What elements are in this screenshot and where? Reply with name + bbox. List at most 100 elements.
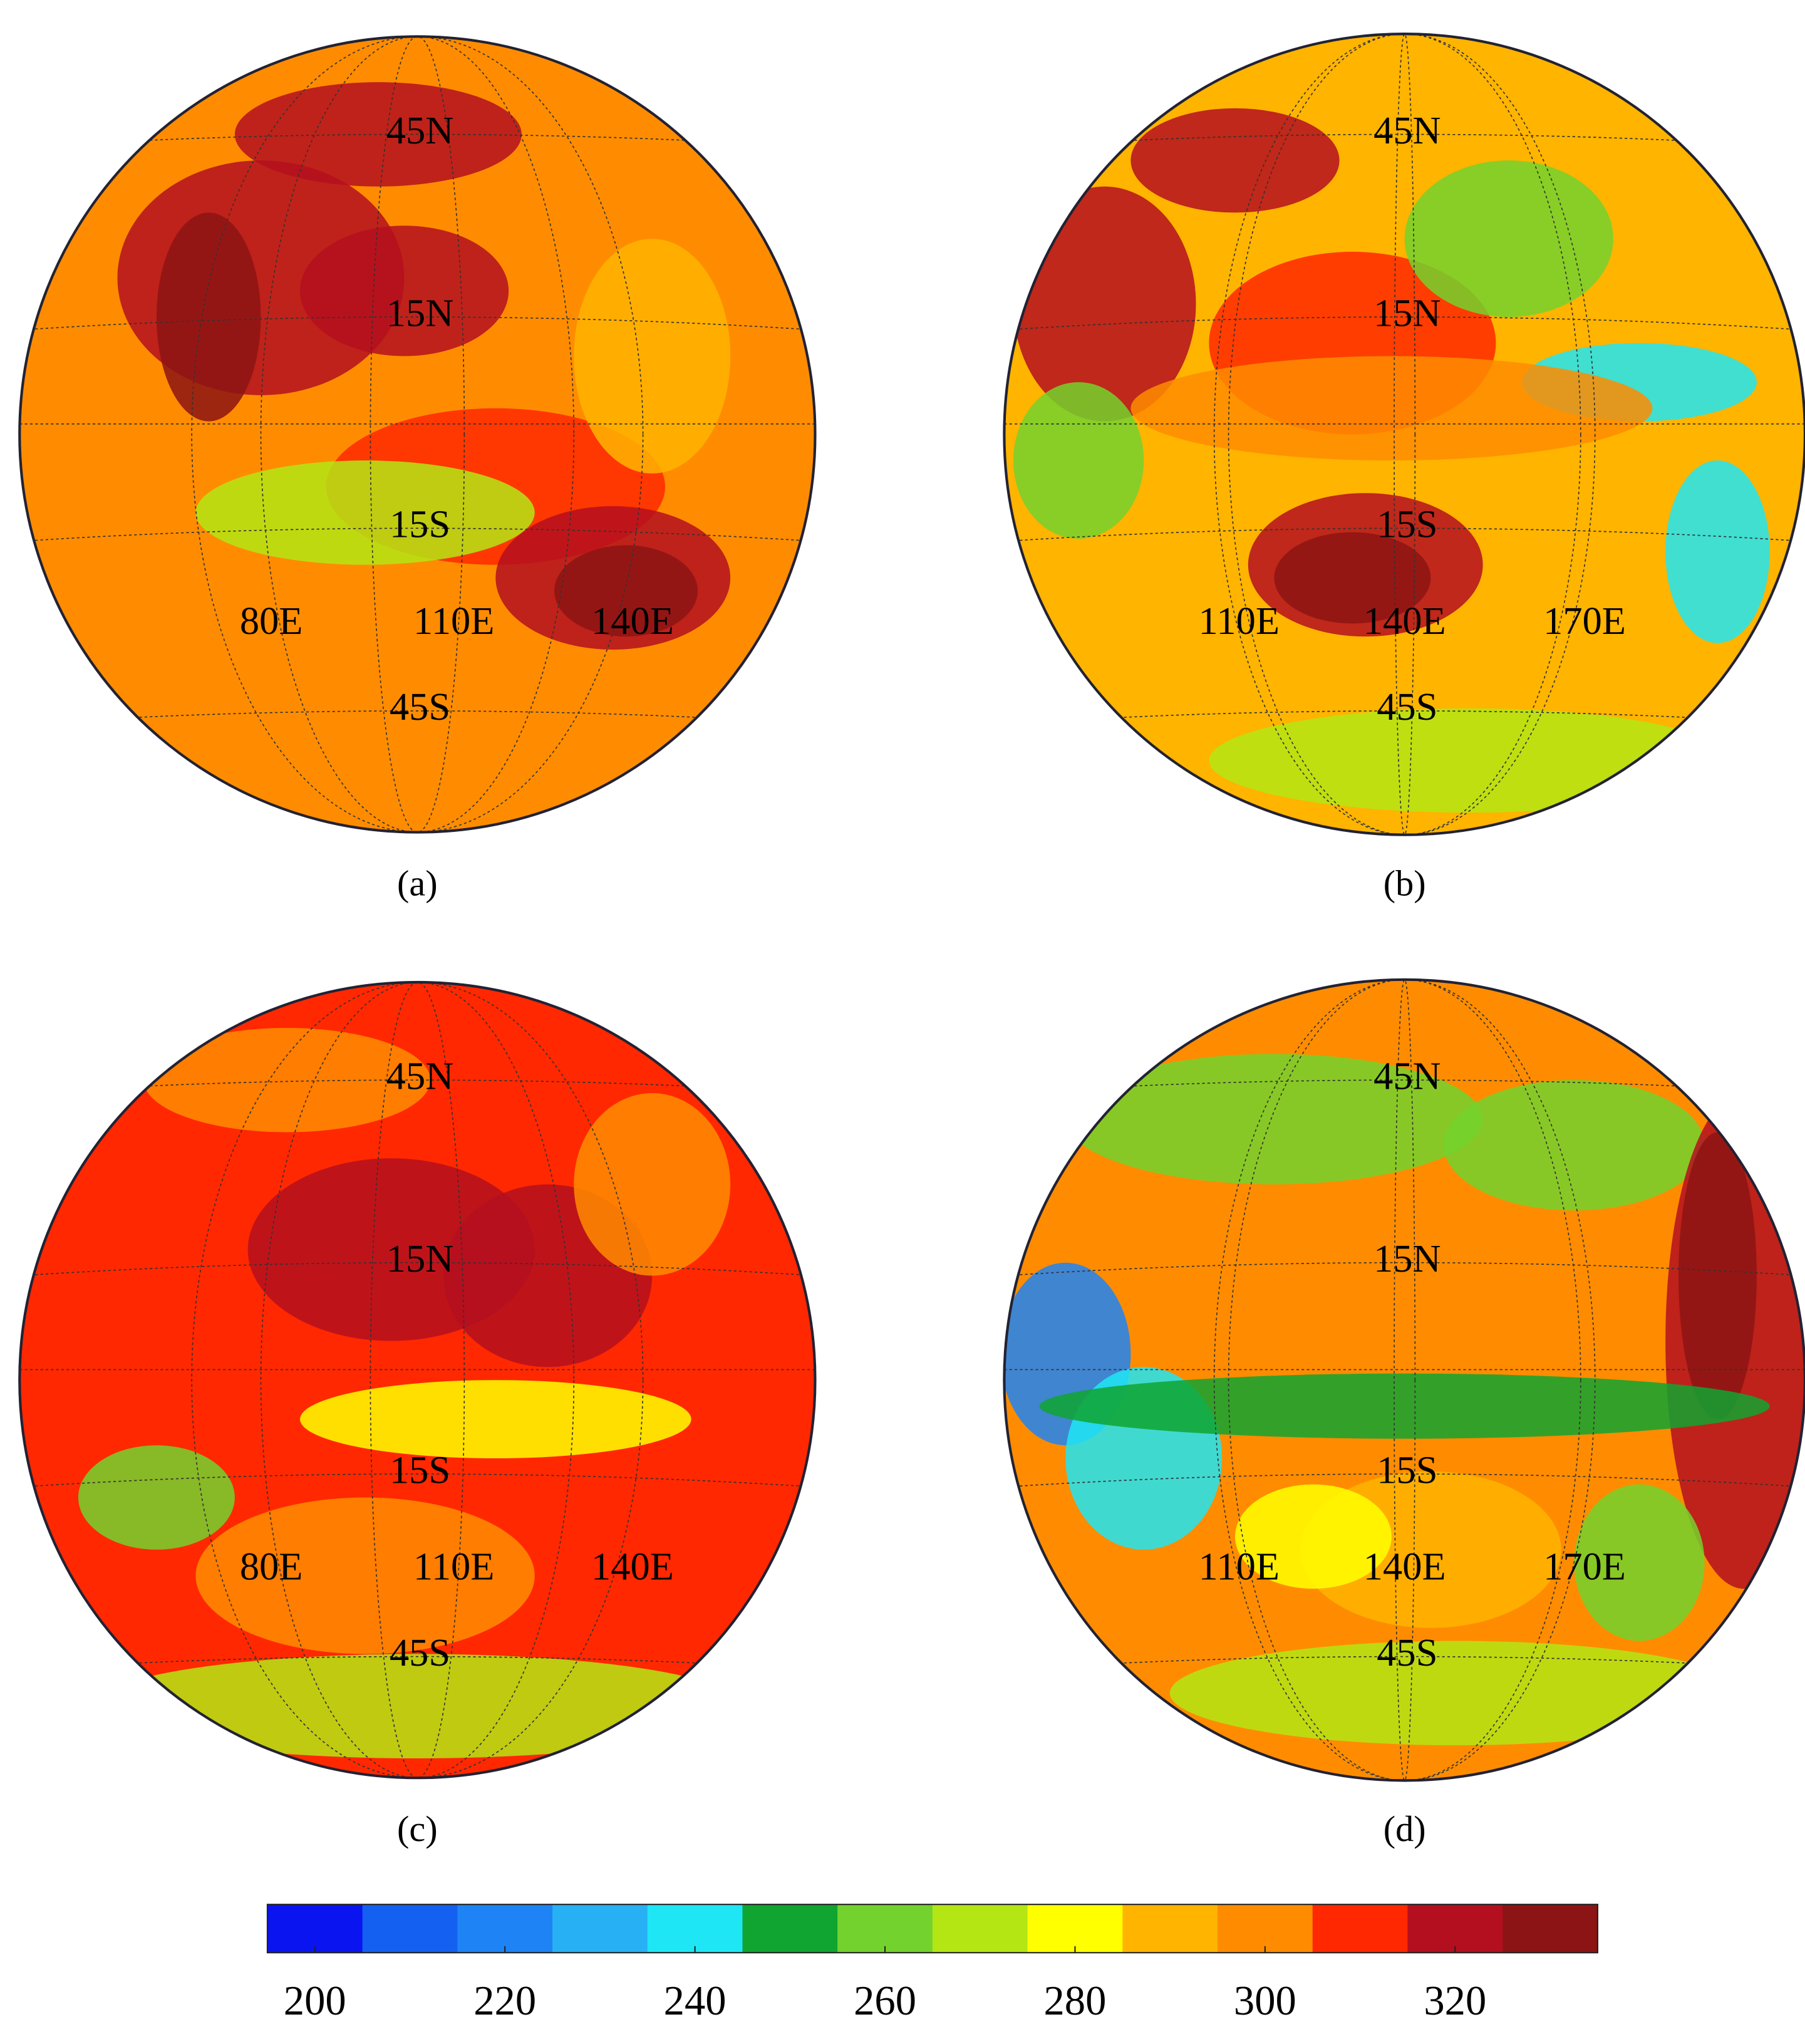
globe-panel: 45N 15N 15S 45S 110E 140E 170E (d) — [1003, 978, 1805, 1849]
temperature-region — [1274, 532, 1431, 624]
colorbar-segment — [457, 1904, 554, 1953]
colorbar-segment — [1407, 1904, 1504, 1953]
latitude-label: 15N — [386, 291, 454, 335]
latitude-label: 45S — [390, 685, 450, 729]
latitude-label: 45N — [386, 108, 454, 152]
longitude-label: 140E — [591, 1544, 674, 1588]
temperature-region — [195, 1497, 535, 1654]
longitude-line — [1228, 979, 1581, 1781]
colorbar-tick-label: 220 — [473, 1978, 536, 2024]
colorbar-segment — [1218, 1904, 1313, 1953]
temperature-region — [1013, 186, 1196, 422]
temperature-region — [574, 239, 731, 474]
panel-label: (d) — [1383, 1808, 1426, 1849]
temperature-region — [1234, 1484, 1392, 1589]
temperature-region — [195, 460, 535, 565]
latitude-label: 15N — [1373, 1237, 1441, 1280]
globe-outline — [18, 980, 817, 1780]
colorbar-segment — [362, 1904, 458, 1953]
colorbar-segment — [742, 1904, 839, 1953]
colorbar-tick-label: 320 — [1424, 1978, 1486, 2024]
colorbar-segment — [837, 1904, 933, 1953]
temperature-region — [1444, 1080, 1705, 1211]
temperature-region — [1065, 1054, 1483, 1185]
temperature-region — [78, 1445, 235, 1550]
temperature-region — [299, 226, 509, 356]
latitude-line — [19, 316, 815, 331]
globe-surface — [19, 36, 815, 833]
colorbar-segment — [1122, 1904, 1219, 1953]
temperature-region — [1209, 708, 1731, 813]
latitude-label: 45S — [1377, 1631, 1437, 1674]
longitude-label: 80E — [240, 1544, 303, 1588]
longitude-label: 170E — [1543, 599, 1626, 643]
colorbar-tick-label: 280 — [1043, 1978, 1106, 2024]
temperature-region — [1013, 382, 1144, 539]
latitude-label: 45S — [390, 1631, 450, 1674]
temperature-region — [299, 1380, 691, 1459]
longitude-label: 140E — [591, 599, 674, 643]
globe-panel: 45N 15N 15S 45S 110E 140E 170E (b) — [1003, 33, 1805, 903]
longitude-line — [1228, 34, 1581, 835]
temperature-region — [156, 212, 261, 422]
temperature-region — [91, 1654, 743, 1758]
temperature-region — [574, 1092, 731, 1276]
latitude-label: 45S — [1377, 685, 1437, 729]
longitude-label: 110E — [1198, 599, 1280, 643]
globe-panel: 45N 15N 15S 45S 80E 110E 140E (c) — [18, 980, 817, 1849]
latitude-line — [19, 1656, 815, 1671]
panel-label: (a) — [397, 863, 438, 903]
temperature-region — [1169, 1641, 1744, 1746]
colorbar-frame — [266, 1904, 1598, 1954]
temperature-region — [1130, 356, 1653, 461]
latitude-line — [19, 527, 815, 542]
longitude-line — [370, 36, 465, 833]
latitude-label: 15S — [390, 502, 450, 546]
longitude-line — [1394, 34, 1416, 835]
colorbar-segment — [1502, 1904, 1598, 1953]
latitude-line — [19, 1079, 815, 1094]
latitude-label: 45N — [386, 1054, 454, 1097]
latitude-label: 15S — [390, 1448, 450, 1491]
longitude-label: 110E — [1198, 1544, 1280, 1588]
colorbar-segment — [552, 1904, 648, 1953]
longitude-label: 140E — [1363, 599, 1446, 643]
colorbar-tick-label: 240 — [664, 1978, 727, 2024]
latitude-line — [19, 1262, 815, 1277]
globe-panel: 45N 15N 15S 45S 80E 110E 140E (a) — [18, 35, 817, 903]
globe-surface — [1004, 34, 1805, 835]
longitude-label: 80E — [240, 599, 303, 643]
colorbar-segment — [1312, 1904, 1409, 1953]
colorbar-segment — [932, 1904, 1028, 1953]
longitude-label: 110E — [413, 1544, 495, 1588]
temperature-region — [234, 82, 522, 187]
longitude-line — [260, 982, 575, 1778]
colorbar-tick-label: 260 — [854, 1978, 916, 2024]
longitude-label: 140E — [1363, 1544, 1446, 1588]
temperature-region — [143, 1027, 431, 1133]
latitude-label: 15N — [1373, 291, 1441, 335]
globe-surface — [19, 982, 815, 1778]
panel-label: (c) — [397, 1808, 438, 1849]
colorbar: 200 220 240 260 280 300 320 — [266, 1904, 1598, 2024]
latitude-label: 15N — [386, 1237, 454, 1280]
longitude-line — [1213, 979, 1596, 1781]
longitude-line — [260, 36, 575, 833]
panel-label: (b) — [1383, 863, 1426, 903]
longitude-line — [1394, 979, 1416, 1781]
colorbar-tick-label: 200 — [284, 1978, 346, 2024]
longitude-label: 170E — [1543, 1544, 1626, 1588]
colorbar-segment — [647, 1904, 743, 1953]
colorbar-tick-label: 300 — [1234, 1978, 1296, 2024]
colorbar-segment — [1027, 1904, 1124, 1953]
longitude-line — [370, 982, 465, 1778]
temperature-region — [1574, 1484, 1705, 1641]
temperature-region — [1404, 160, 1613, 318]
latitude-line — [19, 133, 815, 148]
latitude-label: 15S — [1377, 1448, 1437, 1491]
temperature-region — [1665, 460, 1770, 643]
latitude-label: 45N — [1373, 1054, 1441, 1097]
colorbar-segment — [267, 1904, 363, 1953]
